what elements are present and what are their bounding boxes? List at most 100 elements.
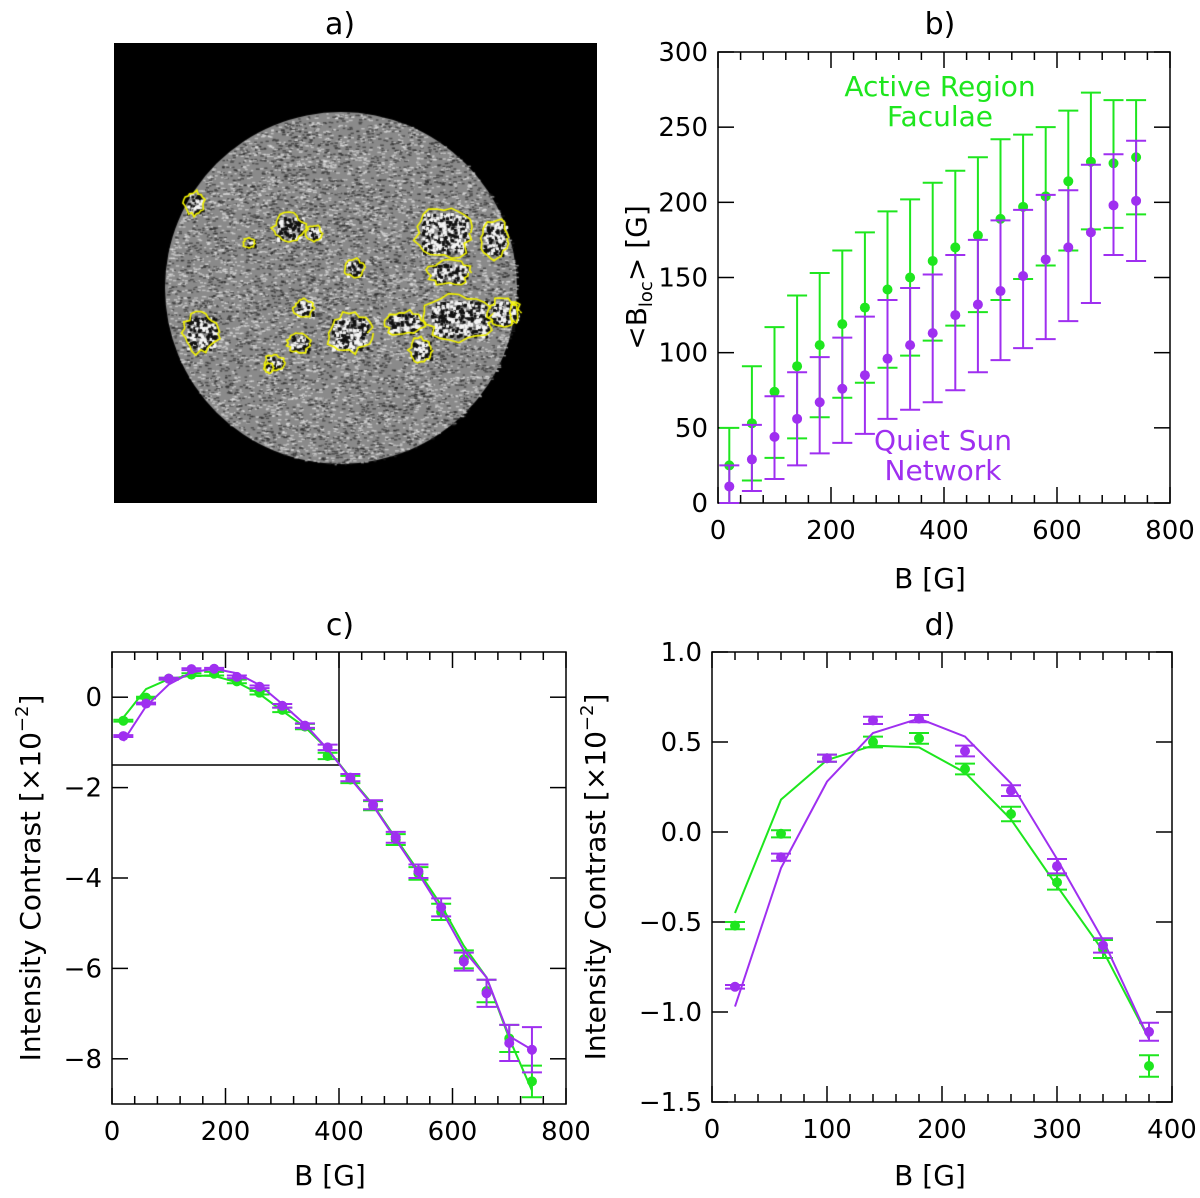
y-tick-label: 300 (658, 38, 708, 68)
annotation-label: Faculae (887, 100, 993, 133)
x-tick-label: 200 (806, 516, 856, 546)
data-point (1144, 1026, 1154, 1037)
data-point (769, 431, 780, 442)
data-point (730, 981, 740, 992)
data-point (436, 902, 447, 913)
data-point (1006, 809, 1016, 819)
data-point (1063, 242, 1074, 253)
data-point (1131, 195, 1142, 206)
data-point (141, 698, 152, 709)
data-point (859, 370, 870, 381)
data-point (1018, 270, 1029, 281)
data-point (390, 832, 401, 843)
annotation-label: Quiet Sun (874, 424, 1012, 457)
data-point (481, 988, 492, 999)
data-point (186, 664, 197, 675)
y-tick-label: 0.0 (661, 818, 702, 848)
data-point (950, 310, 961, 321)
x-tick-label: 600 (1032, 516, 1082, 546)
data-point (905, 340, 916, 351)
data-point (299, 720, 310, 731)
data-point (1006, 785, 1016, 796)
data-point (322, 742, 333, 753)
y-tick-label: −1.0 (639, 998, 702, 1028)
data-point (1052, 877, 1062, 888)
y-label-main: <B (620, 307, 653, 350)
data-point (209, 663, 220, 674)
data-point (1063, 176, 1074, 187)
x-axis-label: B [G] (894, 562, 966, 595)
data-point (972, 230, 983, 241)
y-axis-label: Intensity Contrast [×10−2] (577, 694, 612, 1061)
y-tick-label: 0.5 (661, 728, 702, 758)
data-point (776, 852, 786, 863)
y-label-tail: > [G] (620, 205, 653, 281)
data-point (118, 731, 129, 742)
x-tick-label: 0 (704, 1115, 721, 1145)
data-point (868, 715, 878, 726)
data-point (960, 746, 970, 756)
y-tick-label: 150 (658, 264, 708, 294)
data-point (413, 866, 424, 877)
y-label-tail: ] (14, 695, 47, 706)
chart-title: c) (326, 608, 354, 643)
data-point (882, 284, 893, 295)
y-tick-label: 200 (658, 188, 708, 218)
model-line (734, 744, 1150, 1040)
annotation-label: Active Region (844, 70, 1035, 103)
y-tick-label: −0.5 (639, 908, 702, 938)
y-tick-label: 250 (658, 113, 708, 143)
data-point (822, 753, 832, 764)
y-tick-label: 0 (85, 683, 102, 713)
y-label-tail: ] (579, 694, 612, 705)
chart-b: b) 0 200 400 600 800 0 50 100 150 200 250 300 B [G] <B… (620, 7, 1195, 595)
data-point (1098, 940, 1108, 951)
data-point (345, 772, 356, 783)
data-point (1040, 254, 1051, 265)
chart-d: d) 0 100 200 300 400 1.0 0.5 0.0 −0.5 −1.0 −1.5 B [G… (577, 608, 1197, 1192)
data-point (972, 299, 983, 310)
data-point (1108, 200, 1119, 211)
data-point (814, 340, 825, 351)
data-point (927, 255, 938, 266)
chart-title: d) (925, 608, 956, 643)
data-point (730, 920, 740, 931)
data-point (277, 700, 288, 711)
data-point (746, 454, 757, 465)
x-tick-label: 400 (314, 1117, 364, 1147)
y-tick-label: −4 (64, 864, 102, 894)
data-point (776, 828, 786, 839)
x-tick-label: 800 (1145, 516, 1195, 546)
data-point (914, 733, 924, 744)
data-point (724, 481, 735, 492)
y-label-exponent: −2 (577, 705, 598, 732)
series-green (725, 732, 1159, 1078)
data-point (792, 413, 803, 424)
data-point (868, 737, 878, 747)
data-point (837, 383, 848, 394)
y-label-main: Intensity Contrast [×10 (579, 731, 612, 1060)
data-point (526, 1044, 537, 1055)
x-tick-label: 0 (710, 516, 727, 546)
x-tick-label: 400 (1147, 1115, 1197, 1145)
y-label-exponent: −2 (12, 706, 33, 733)
x-tick-label: 400 (919, 516, 969, 546)
x-axis-label: B [G] (894, 1159, 966, 1192)
data-point (914, 713, 924, 724)
plot-frame (711, 651, 1173, 1103)
x-tick-label: 200 (917, 1115, 967, 1145)
data-point (118, 715, 129, 726)
data-point (1144, 1061, 1154, 1071)
y-tick-label: −2 (64, 774, 102, 804)
y-tick-label: −6 (64, 954, 102, 984)
panel-a-title: a) (325, 7, 355, 42)
data-point (882, 353, 893, 364)
data-point (458, 956, 469, 967)
model-line (734, 717, 1150, 1040)
x-tick-label: 800 (541, 1117, 591, 1147)
y-tick-label: −8 (64, 1045, 102, 1075)
data-point (814, 397, 825, 408)
x-tick-label: 200 (201, 1117, 251, 1147)
chart-title: b) (925, 7, 956, 42)
data-point (526, 1076, 537, 1087)
